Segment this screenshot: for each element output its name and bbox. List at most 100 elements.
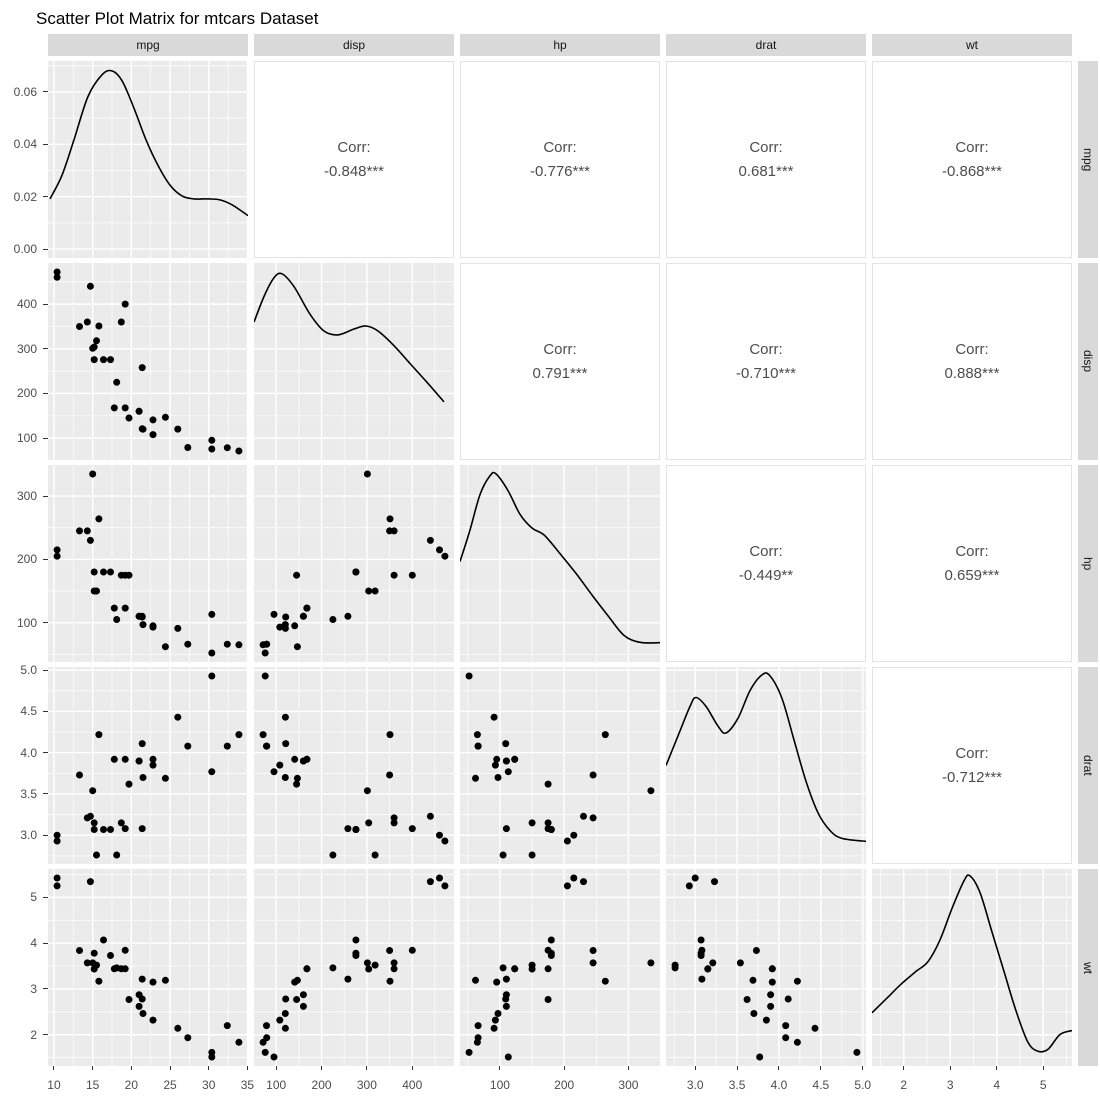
y-tick-label: 0.04 — [13, 137, 37, 152]
correlation-value: 0.681*** — [738, 162, 794, 180]
scatter-point — [762, 1016, 770, 1024]
scatter-point — [125, 571, 133, 579]
y-tick-label: 100 — [16, 431, 37, 446]
y-tick-label: 4.5 — [20, 704, 37, 719]
scatter-point — [107, 952, 114, 959]
scatter-point — [589, 947, 597, 954]
x-tick-label: 100 — [489, 1078, 510, 1092]
scatter-point — [53, 837, 61, 845]
y-tick-label: 5 — [30, 890, 37, 905]
correlation-value: -0.868*** — [941, 162, 1003, 180]
scatter-point — [293, 996, 301, 1003]
scatter-point — [390, 571, 398, 579]
scatter-point — [90, 965, 98, 973]
correlation-text: Corr: 0.888*** — [944, 338, 999, 385]
y-axis-density_mpg: 0.00 0.02 0.04 0.06 — [2, 61, 48, 258]
scatter-point — [135, 757, 143, 765]
scatter-point — [121, 604, 129, 612]
scatter-point — [352, 936, 360, 944]
scatter-point — [474, 1034, 482, 1042]
scatter-point — [281, 1010, 289, 1017]
scatter-point — [329, 851, 337, 859]
correlation-label: Corr: — [749, 543, 783, 561]
panel-corr-mpg-disp: Corr: -0.848*** — [254, 61, 454, 258]
scatter-point — [390, 819, 398, 827]
scatter-point — [139, 774, 147, 781]
scatter-point — [436, 874, 443, 882]
scatter-point — [139, 621, 147, 629]
x-tick-mark — [275, 1066, 277, 1070]
scatter-point — [223, 444, 231, 452]
scatter-point — [408, 571, 416, 579]
correlation-label: Corr: — [955, 543, 989, 561]
scatter-point — [563, 837, 571, 845]
scatter-point — [113, 851, 121, 859]
scatter-point — [208, 1053, 216, 1061]
scatter-point — [768, 978, 776, 986]
panel-density-mpg — [48, 61, 248, 258]
scatter-point — [76, 947, 83, 954]
panel-scatter-drat-vs-mpg — [48, 667, 248, 864]
scatter-point — [235, 1038, 243, 1046]
scatter-point — [793, 1038, 801, 1046]
scatter-point — [544, 819, 552, 827]
scatter-point — [121, 300, 129, 308]
scatter-point — [408, 825, 416, 833]
scatter-point — [793, 977, 801, 985]
scatter-point — [281, 1024, 289, 1032]
y-axis-wt: 2 3 4 5 — [2, 869, 48, 1066]
column-strip-wt: wt — [872, 34, 1072, 56]
scatter-point — [352, 826, 360, 833]
density-curve-hp — [460, 471, 660, 644]
y-tick-label: 0.06 — [13, 84, 37, 99]
scatter-point — [53, 268, 61, 276]
scatter-point — [490, 1024, 498, 1032]
scatter-point — [89, 344, 97, 352]
scatter-point — [138, 975, 146, 983]
row-strip-hp: hp — [1078, 465, 1098, 662]
x-tick-mark — [694, 1066, 696, 1070]
scatter-point — [89, 787, 97, 795]
scatter-point — [208, 610, 216, 618]
scatter-point — [263, 640, 271, 648]
y-tick-mark — [43, 196, 48, 198]
scatter-point — [293, 780, 301, 788]
scatter-point — [511, 755, 519, 763]
scatter-point — [344, 975, 352, 983]
density-curve-disp — [254, 272, 445, 403]
scatter-point — [544, 996, 552, 1003]
scatter-point — [291, 978, 299, 986]
scatter-point — [161, 413, 169, 421]
x-tick-label: 20 — [124, 1078, 139, 1092]
correlation-value: -0.776*** — [529, 162, 591, 180]
scatter-point — [53, 882, 61, 890]
scatter-point — [426, 812, 434, 820]
scatter-point — [698, 946, 706, 954]
scatter-point — [544, 780, 552, 788]
scatter-point — [117, 318, 125, 326]
panel-density-disp — [254, 263, 454, 460]
panel-scatter-wt-vs-mpg — [48, 869, 248, 1066]
scatter-point — [490, 713, 498, 721]
scatter-point — [208, 445, 216, 453]
scatter-point — [363, 959, 371, 967]
scatter-point — [371, 961, 379, 969]
scatter-point — [752, 947, 760, 954]
scatter-point — [184, 640, 192, 648]
row-strip-label: wt — [1081, 961, 1095, 974]
x-tick-mark — [92, 1066, 94, 1070]
correlation-text: Corr: -0.776*** — [530, 136, 590, 183]
scatter-point — [390, 814, 398, 822]
y-tick-label: 3.5 — [20, 786, 37, 801]
scatter-point — [235, 447, 243, 455]
scatter-point — [711, 878, 718, 886]
y-tick-mark — [43, 348, 48, 350]
scatter-point — [125, 996, 133, 1003]
correlation-value: 0.791*** — [532, 364, 588, 382]
x-tick-mark — [949, 1066, 951, 1070]
y-tick-label: 3.0 — [20, 828, 37, 843]
x-tick-mark — [903, 1066, 905, 1070]
scatter-point — [95, 977, 103, 985]
correlation-text: Corr: 0.681*** — [738, 136, 793, 183]
x-tick-label: 300 — [618, 1078, 639, 1092]
